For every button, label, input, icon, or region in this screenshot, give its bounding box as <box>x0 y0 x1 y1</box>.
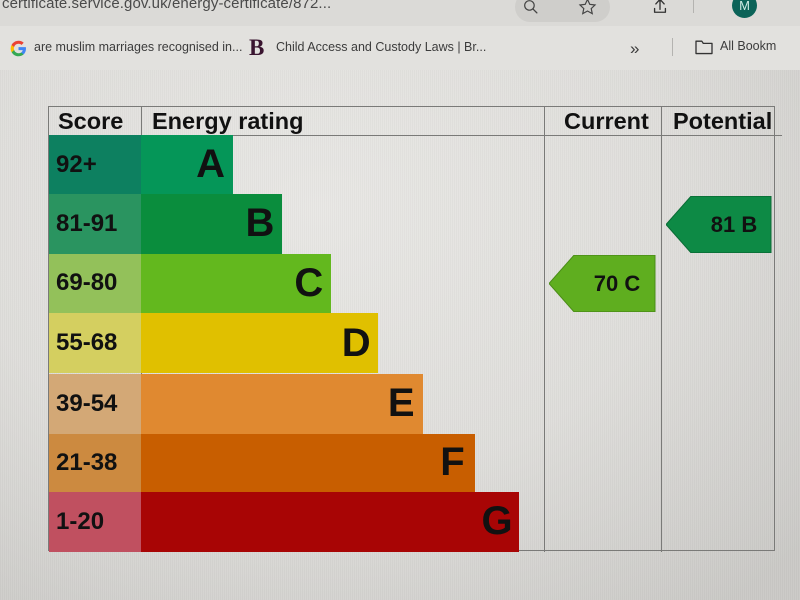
svg-text:81 B: 81 B <box>711 212 757 237</box>
svg-text:70 C: 70 C <box>594 271 641 296</box>
